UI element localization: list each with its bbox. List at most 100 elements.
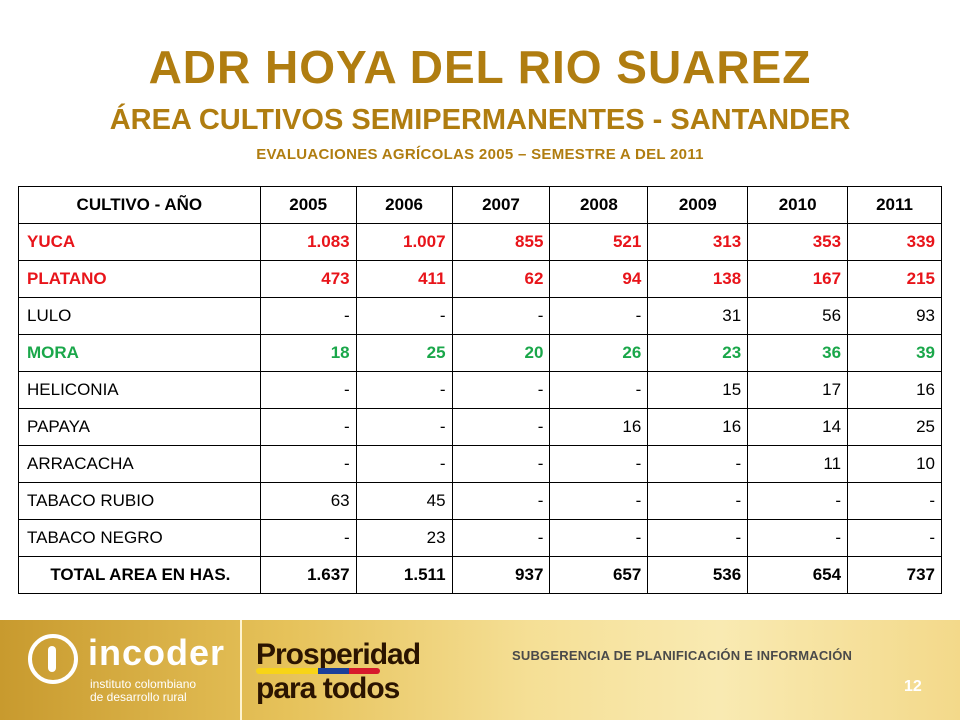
crop-name-cell: TABACO RUBIO [18,482,261,520]
table-row: LULO - - - -31 56 93 [18,297,942,335]
column-header-year: 2011 [847,186,942,224]
crop-name-cell: TABACO NEGRO [18,519,261,557]
footer-divider [240,620,242,720]
area-value-cell: 17 [747,371,849,409]
area-value-cell: - [647,445,749,483]
table-row: YUCA 1.083 1.007 855 521 313 353 339 [18,223,942,261]
column-header-year: 2006 [355,186,453,224]
area-value-cell: - [747,482,849,520]
area-value-cell: - [647,482,749,520]
crop-name-cell: YUCA [18,223,261,261]
area-value-cell: 26 [549,334,649,372]
area-value-cell: 737 [847,556,942,594]
area-value-cell: 11 [747,445,849,483]
area-value-cell: 63 [259,482,357,520]
colombia-flag-stripe-icon [256,668,380,674]
slide-title: ADR HOYA DEL RIO SUAREZ [148,41,812,93]
crop-name-cell: LULO [18,297,261,335]
area-value-cell: - [259,519,357,557]
area-value-cell: - [355,297,453,335]
area-value-cell: 937 [451,556,551,594]
column-header-year: 2009 [647,186,749,224]
area-value-cell: 1.637 [259,556,357,594]
area-value-cell: 20 [451,334,551,372]
area-value-cell: - [847,482,942,520]
area-value-cell: - [549,445,649,483]
table-total-row: TOTAL AREA EN HAS. 1.637 1.511 937 657 536 654… [18,556,942,594]
area-value-cell: - [355,408,453,446]
table-row: TABACO RUBIO 63 45- - - - - [18,482,942,520]
crop-name-cell: HELICONIA [18,371,261,409]
slide-subtitle-secondary: EVALUACIONES AGRÍCOLAS 2005 – SEMESTRE A… [256,146,704,163]
area-value-cell: 25 [355,334,453,372]
area-value-cell: - [259,297,357,335]
area-value-cell: - [451,297,551,335]
area-value-cell: 10 [847,445,942,483]
crop-name-cell: MORA [18,334,261,372]
area-value-cell: - [549,371,649,409]
area-value-cell: 657 [549,556,649,594]
crop-name-cell: TOTAL AREA EN HAS. [18,556,261,594]
incoder-logo-subtitle: instituto colombiano de desarrollo rural [90,677,197,704]
area-value-cell: - [451,371,551,409]
area-value-cell: 16 [549,408,649,446]
area-value-cell: - [549,519,649,557]
area-value-cell: 1.007 [355,223,453,261]
area-value-cell: 473 [259,260,357,298]
area-value-cell: 39 [847,334,942,372]
area-value-cell: 654 [747,556,849,594]
crops-table: CULTIVO - AÑO 2005 2006 2007 2008 2009 2010 201… [18,186,942,594]
area-value-cell: - [747,519,849,557]
area-value-cell: 536 [647,556,749,594]
area-value-cell: 353 [747,223,849,261]
area-value-cell: - [259,408,357,446]
column-header-crop: CULTIVO - AÑO [18,186,261,224]
area-value-cell: 521 [549,223,649,261]
area-value-cell: 23 [647,334,749,372]
area-value-cell: 1.511 [355,556,453,594]
crop-name-cell: ARRACACHA [18,445,261,483]
area-value-cell: 855 [451,223,551,261]
area-value-cell: - [259,445,357,483]
area-value-cell: 45 [355,482,453,520]
area-value-cell: 313 [647,223,749,261]
column-header-year: 2007 [451,186,551,224]
area-value-cell: 16 [647,408,749,446]
area-value-cell: 1.083 [259,223,357,261]
area-value-cell: 93 [847,297,942,335]
table-body: YUCA 1.083 1.007 855 521 313 353 339 PLATANO 473 4… [18,223,942,594]
area-value-cell: 16 [847,371,942,409]
incoder-logo-icon [28,634,78,684]
prosperidad-logo-line1: Prosperidad [256,638,421,671]
footer-bar: incoder instituto colombiano de desarrol… [0,620,960,720]
area-value-cell: - [847,519,942,557]
area-value-cell: 31 [647,297,749,335]
column-header-year: 2010 [747,186,849,224]
page-number: 12 [904,678,922,695]
slide-subtitle: ÁREA CULTIVOS SEMIPERMANENTES - SANTANDE… [109,104,851,136]
table-row: HELICONIA - - - -15 17 16 [18,371,942,409]
area-value-cell: 138 [647,260,749,298]
crop-name-cell: PLATANO [18,260,261,298]
area-value-cell: - [451,445,551,483]
table-row: MORA 18 25 20 26 23 36 39 [18,334,942,372]
area-value-cell: - [259,371,357,409]
area-value-cell: 167 [747,260,849,298]
area-value-cell: - [647,519,749,557]
table-header-row: CULTIVO - AÑO 2005 2006 2007 2008 2009 2010 201… [18,186,942,224]
area-value-cell: 215 [847,260,942,298]
area-value-cell: 25 [847,408,942,446]
area-value-cell: 62 [451,260,551,298]
area-value-cell: 23 [355,519,453,557]
table-row: PAPAYA - - -16 16 14 25 [18,408,942,446]
subgerencia-label: SUBGERENCIA DE PLANIFICACIÓN E INFORMACI… [512,648,853,663]
area-value-cell: 56 [747,297,849,335]
prosperidad-logo-line2: para todos [256,672,400,705]
table-row: PLATANO 473 411 62 94 138 167 215 [18,260,942,298]
area-value-cell: 411 [355,260,453,298]
area-value-cell: 14 [747,408,849,446]
table-row: ARRACACHA - - - - -11 10 [18,445,942,483]
incoder-logo-text: incoder [88,632,226,673]
area-value-cell: 18 [259,334,357,372]
column-header-year: 2008 [549,186,649,224]
